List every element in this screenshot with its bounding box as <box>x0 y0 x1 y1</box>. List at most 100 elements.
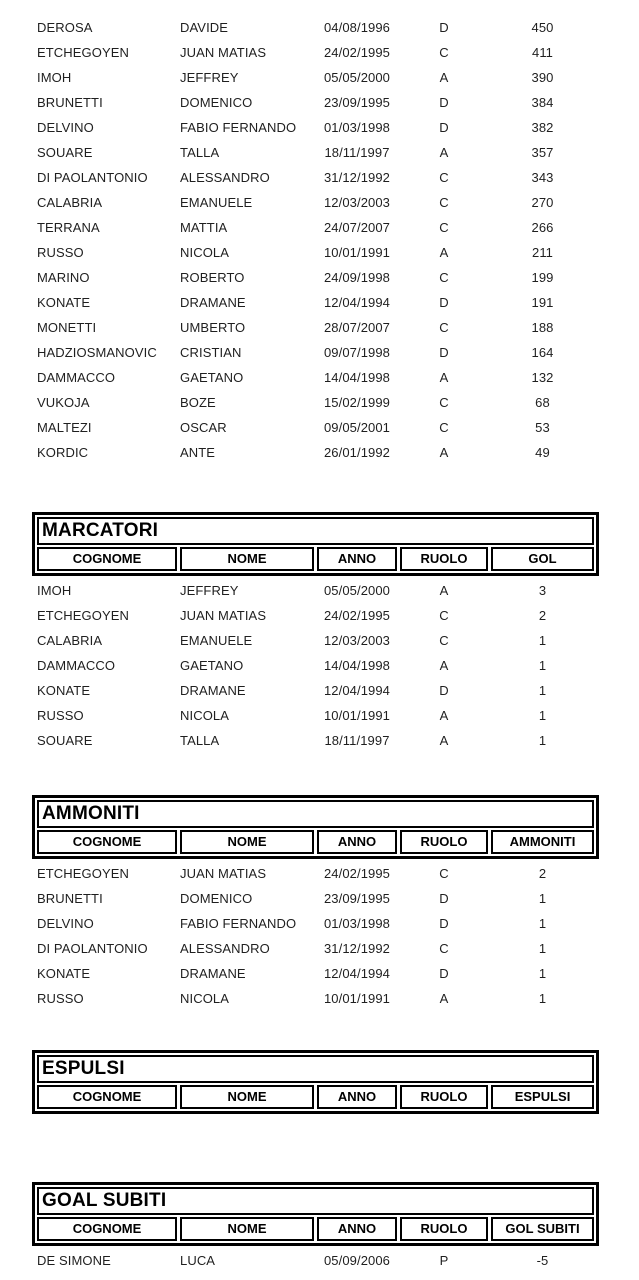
cell-value: 270 <box>531 195 554 210</box>
cell-value: 49 <box>535 445 550 460</box>
cell-ruolo: C <box>439 195 449 210</box>
table-row: MONETTI UMBERTO 28/07/2007 C 188 <box>37 315 599 340</box>
cell-ruolo: A <box>439 370 449 385</box>
cell-anno: 01/03/1998 <box>323 120 391 135</box>
table-row: HADZIOSMANOVIC CRISTIAN 09/07/1998 D 164 <box>37 340 599 365</box>
cell-cognome: DE SIMONE <box>37 1253 111 1268</box>
cell-cognome: DAMMACCO <box>37 658 116 673</box>
cell-cognome: ETCHEGOYEN <box>37 608 130 623</box>
cell-anno: 31/12/1992 <box>323 941 391 956</box>
table-row: ETCHEGOYEN JUAN MATIAS 24/02/1995 C 411 <box>37 40 599 65</box>
cell-value: 68 <box>535 395 550 410</box>
header-cell-anno: ANNO <box>317 830 397 854</box>
cell-nome: MATTIA <box>180 220 228 235</box>
cell-anno: 10/01/1991 <box>323 708 391 723</box>
table-row: VUKOJA BOZE 15/02/1999 C 68 <box>37 390 599 415</box>
cell-cognome: ETCHEGOYEN <box>37 866 130 881</box>
cell-nome: OSCAR <box>180 420 227 435</box>
header-cell-ruolo: RUOLO <box>400 1085 488 1109</box>
cell-cognome: IMOH <box>37 70 72 85</box>
cell-nome: NICOLA <box>180 991 230 1006</box>
cell-cognome: BRUNETTI <box>37 95 103 110</box>
cell-nome: JUAN MATIAS <box>180 866 267 881</box>
cell-anno: 12/03/2003 <box>323 195 391 210</box>
cell-anno: 09/05/2001 <box>323 420 391 435</box>
cell-value: 411 <box>531 45 554 60</box>
table-row: KONATE DRAMANE 12/04/1994 D 191 <box>37 290 599 315</box>
header-cell-gol-subiti: GOL SUBITI <box>491 1217 594 1241</box>
table-row: DAMMACCO GAETANO 14/04/1998 A 132 <box>37 365 599 390</box>
player-stats-continuation-table: DEROSA DAVIDE 04/08/1996 D 450 ETCHEGOYEN JUAN… <box>32 15 599 465</box>
goal-subiti-table-frame: GOAL SUBITI COGNOME NOME ANNO RUOLO GOL … <box>32 1182 599 1246</box>
table-row: DI PAOLANTONIO ALESSANDRO 31/12/1992 C 343 <box>37 165 599 190</box>
table-row: IMOH JEFFREY 05/05/2000 A 390 <box>37 65 599 90</box>
cell-value: 191 <box>531 295 554 310</box>
cell-value: 53 <box>535 420 550 435</box>
cell-ruolo: A <box>439 445 449 460</box>
marcatori-header-row: COGNOME NOME ANNO RUOLO GOL <box>37 547 594 571</box>
cell-anno: 12/03/2003 <box>323 633 391 648</box>
cell-value: 211 <box>531 245 554 260</box>
cell-cognome: SOUARE <box>37 145 93 160</box>
table-row: SOUARE TALLA 18/11/1997 A 357 <box>37 140 599 165</box>
cell-ruolo: C <box>439 420 449 435</box>
cell-ruolo: C <box>439 633 449 648</box>
cell-nome: TALLA <box>180 733 220 748</box>
cell-ruolo: D <box>439 295 449 310</box>
cell-nome: ANTE <box>180 445 216 460</box>
ammoniti-rows: ETCHEGOYEN JUAN MATIAS 24/02/1995 C 2 BRUNETT… <box>32 861 599 1011</box>
cell-cognome: KONATE <box>37 295 91 310</box>
cell-anno: 12/04/1994 <box>323 295 391 310</box>
cell-cognome: CALABRIA <box>37 633 103 648</box>
cell-cognome: MALTEZI <box>37 420 92 435</box>
cell-value: 2 <box>538 866 547 881</box>
cell-nome: EMANUELE <box>180 633 253 648</box>
cell-ruolo: C <box>439 220 449 235</box>
cell-nome: DRAMANE <box>180 683 246 698</box>
cell-value: 1 <box>538 991 547 1006</box>
cell-value: 1 <box>538 683 547 698</box>
table-row: DE SIMONE LUCA 05/09/2006 P -5 <box>37 1248 599 1273</box>
cell-ruolo: D <box>439 891 449 906</box>
cell-ruolo: C <box>439 270 449 285</box>
cell-cognome: MARINO <box>37 270 90 285</box>
cell-ruolo: C <box>439 395 449 410</box>
cell-value: 199 <box>531 270 554 285</box>
cell-nome: JUAN MATIAS <box>180 45 267 60</box>
cell-nome: NICOLA <box>180 245 230 260</box>
cell-cognome: RUSSO <box>37 991 84 1006</box>
cell-anno: 12/04/1994 <box>323 966 391 981</box>
table-row: DAMMACCO GAETANO 14/04/1998 A 1 <box>37 653 599 678</box>
header-cell-cognome: COGNOME <box>37 1217 177 1241</box>
section-ammoniti: AMMONITI COGNOME NOME ANNO RUOLO AMMONIT… <box>0 795 639 1011</box>
table-row: DELVINO FABIO FERNANDO 01/03/1998 D 382 <box>37 115 599 140</box>
cell-cognome: DAMMACCO <box>37 370 116 385</box>
cell-ruolo: D <box>439 916 449 931</box>
cell-anno: 24/02/1995 <box>323 866 391 881</box>
cell-anno: 05/09/2006 <box>323 1253 391 1268</box>
cell-nome: DOMENICO <box>180 95 253 110</box>
cell-ruolo: P <box>439 1253 449 1268</box>
cell-nome: NICOLA <box>180 708 230 723</box>
cell-cognome: DI PAOLANTONIO <box>37 170 148 185</box>
cell-anno: 18/11/1997 <box>324 733 390 748</box>
table-row: DEROSA DAVIDE 04/08/1996 D 450 <box>37 15 599 40</box>
cell-nome: TALLA <box>180 145 220 160</box>
cell-nome: GAETANO <box>180 658 244 673</box>
cell-nome: EMANUELE <box>180 195 253 210</box>
cell-anno: 24/07/2007 <box>323 220 391 235</box>
cell-value: 343 <box>531 170 554 185</box>
cell-anno: 10/01/1991 <box>323 991 391 1006</box>
header-cell-nome: NOME <box>180 830 314 854</box>
cell-ruolo: D <box>439 683 449 698</box>
cell-ruolo: C <box>439 608 449 623</box>
cell-value: 266 <box>531 220 554 235</box>
cell-value: 1 <box>538 966 547 981</box>
cell-cognome: KORDIC <box>37 445 89 460</box>
header-cell-anno: ANNO <box>317 547 397 571</box>
cell-cognome: MONETTI <box>37 320 97 335</box>
table-row: MARINO ROBERTO 24/09/1998 C 199 <box>37 265 599 290</box>
table-row: ETCHEGOYEN JUAN MATIAS 24/02/1995 C 2 <box>37 603 599 628</box>
cell-anno: 14/04/1998 <box>323 658 391 673</box>
